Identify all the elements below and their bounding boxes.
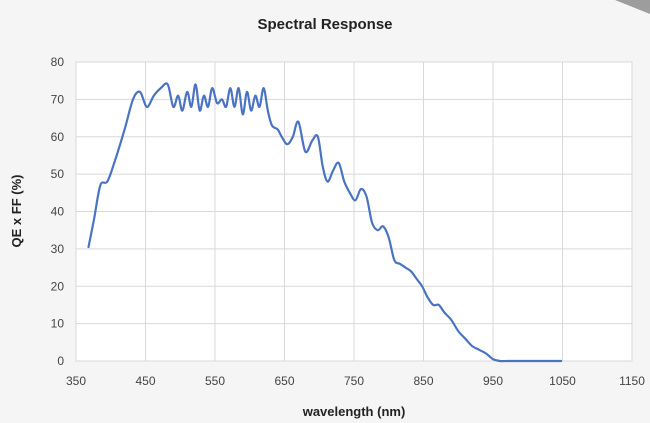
y-tick-label: 60: [51, 130, 65, 144]
spectral-response-line: [87, 82, 563, 363]
corner-mark: [615, 0, 650, 14]
tick-layer: 0 10 20 30 40 50 60 70 80 350 450 550 650 750 850 950 10…: [51, 55, 646, 388]
x-tick-label: 1050: [549, 374, 576, 388]
y-tick-label: 10: [51, 317, 65, 331]
y-tick-label: 70: [51, 92, 65, 106]
y-tick-label: 80: [51, 55, 65, 69]
y-axis-title: QE x FF (%): [9, 175, 24, 248]
chart-title: Spectral Response: [257, 16, 392, 33]
grid-layer: [75, 61, 633, 362]
x-axis-title: wavelength (nm): [302, 404, 406, 419]
y-tick-label: 20: [51, 279, 65, 293]
y-tick-label: 40: [51, 205, 65, 219]
x-tick-label: 550: [205, 374, 225, 388]
x-tick-label: 450: [135, 374, 155, 388]
y-tick-label: 50: [51, 167, 65, 181]
x-tick-label: 350: [66, 374, 86, 388]
x-tick-label: 950: [483, 374, 503, 388]
x-tick-label: 1150: [619, 374, 645, 388]
x-tick-label: 750: [344, 374, 364, 388]
y-tick-label: 30: [51, 242, 65, 256]
y-tick-label: 0: [57, 354, 64, 368]
x-tick-label: 850: [413, 374, 433, 388]
x-tick-label: 650: [274, 374, 294, 388]
